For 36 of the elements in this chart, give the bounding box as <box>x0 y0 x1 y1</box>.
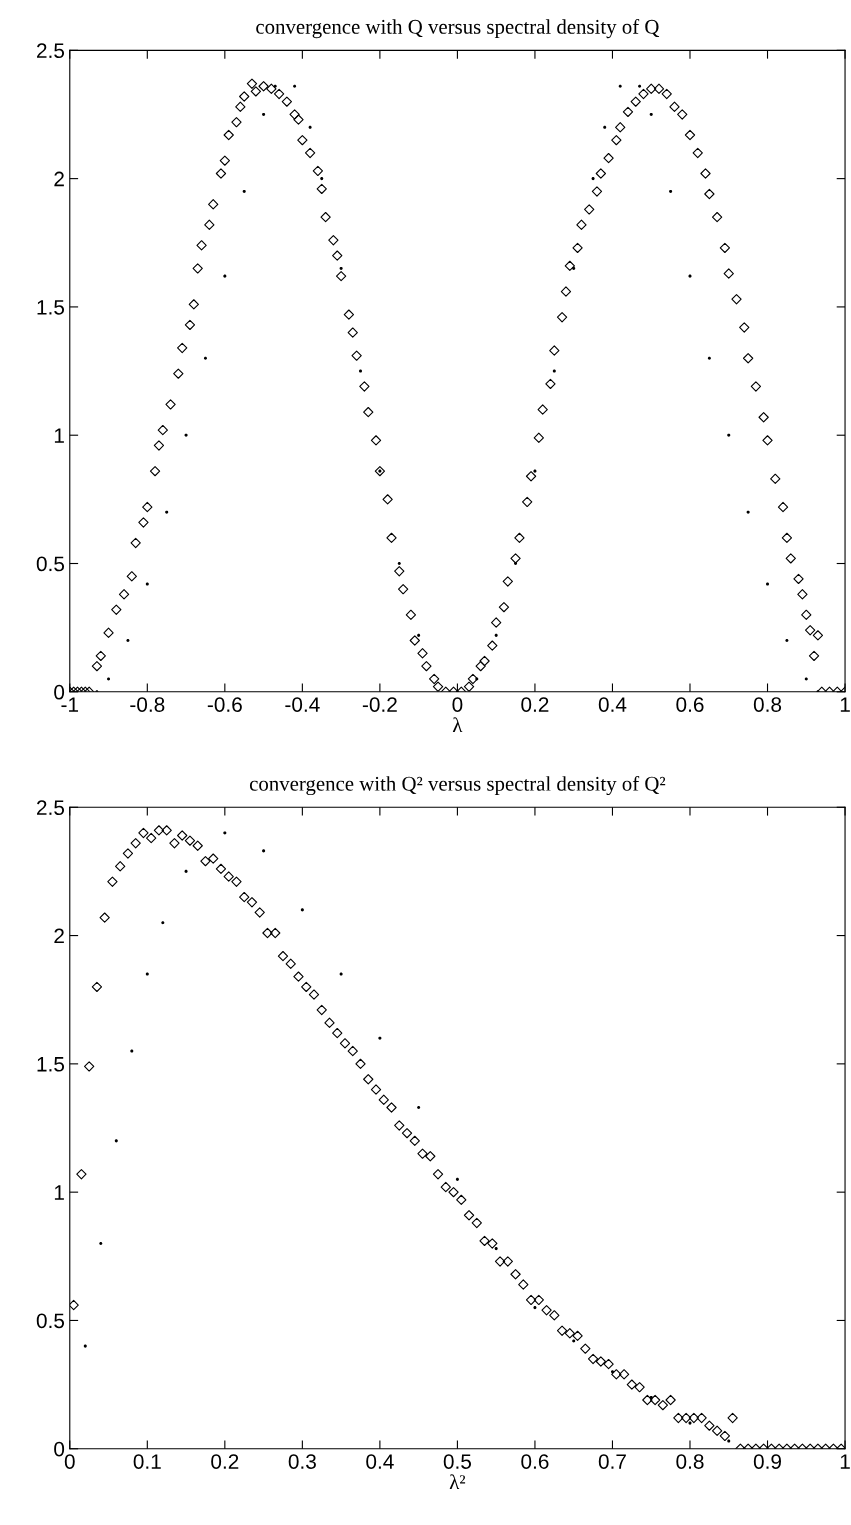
x-tick-label: -0.8 <box>130 697 165 712</box>
x-axis-title: λ <box>452 717 463 732</box>
y-tick-label: 2 <box>54 171 64 187</box>
y-tick-label: 2 <box>54 928 64 944</box>
x-tick-label: 0 <box>64 1454 75 1469</box>
x-tick-label: 0.8 <box>676 1454 704 1469</box>
x-tick-label: 0.2 <box>521 697 549 712</box>
y-tick-label: 1.5 <box>37 300 65 315</box>
x-tick-label: -0.6 <box>207 697 242 712</box>
x-tick-label: -0.2 <box>362 697 397 712</box>
y-tick-label: 1.5 <box>37 1057 65 1072</box>
y-tick-label: 2.5 <box>37 800 65 816</box>
x-tick-label: 0.5 <box>443 1454 472 1469</box>
chart-title: convergence with Q versus spectral density of Q <box>256 18 660 39</box>
x-tick-label: 1 <box>840 1454 850 1469</box>
x-tick-label: 0.7 <box>598 1454 626 1469</box>
x-tick-label: 0.9 <box>753 1454 782 1469</box>
y-tick-label: 0.5 <box>36 1313 65 1329</box>
y-tick-label: 0 <box>54 1441 65 1457</box>
x-tick-label: 0.3 <box>288 1454 316 1469</box>
y-tick-label: 1 <box>54 428 64 443</box>
x-tick-label: -0.4 <box>285 697 320 712</box>
x-tick-label: 0 <box>452 697 463 712</box>
y-tick-label: 1 <box>54 1185 64 1200</box>
x-tick-label: 0.6 <box>521 1454 549 1469</box>
x-axis-title: λ² <box>449 1474 466 1489</box>
x-tick-label: 0.4 <box>366 1454 394 1469</box>
x-tick-label: 0.2 <box>211 1454 239 1469</box>
y-tick-label: 2.5 <box>37 43 65 59</box>
x-tick-label: 0.6 <box>676 697 704 712</box>
y-tick-label: 0.5 <box>36 556 65 572</box>
x-tick-label: 0.8 <box>753 697 782 712</box>
chart-title: convergence with Q² versus spectral density of Q² <box>249 775 666 796</box>
x-tick-label: 1 <box>840 697 850 712</box>
x-tick-label: 0.4 <box>598 697 627 712</box>
x-tick-label: 0.1 <box>133 1454 161 1469</box>
